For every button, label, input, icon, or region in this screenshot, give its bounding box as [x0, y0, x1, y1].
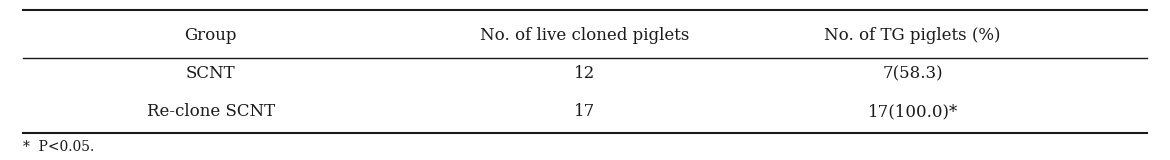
- Text: 7(58.3): 7(58.3): [882, 65, 943, 82]
- Text: *  P<0.05.: * P<0.05.: [23, 140, 95, 154]
- Text: Re-clone SCNT: Re-clone SCNT: [146, 104, 275, 120]
- Text: 12: 12: [574, 65, 596, 82]
- Text: Group: Group: [185, 27, 236, 44]
- Text: No. of live cloned piglets: No. of live cloned piglets: [481, 27, 689, 44]
- Text: 17(100.0)*: 17(100.0)*: [867, 104, 958, 120]
- Text: SCNT: SCNT: [186, 65, 235, 82]
- Text: No. of TG piglets (%): No. of TG piglets (%): [825, 27, 1000, 44]
- Text: 17: 17: [574, 104, 596, 120]
